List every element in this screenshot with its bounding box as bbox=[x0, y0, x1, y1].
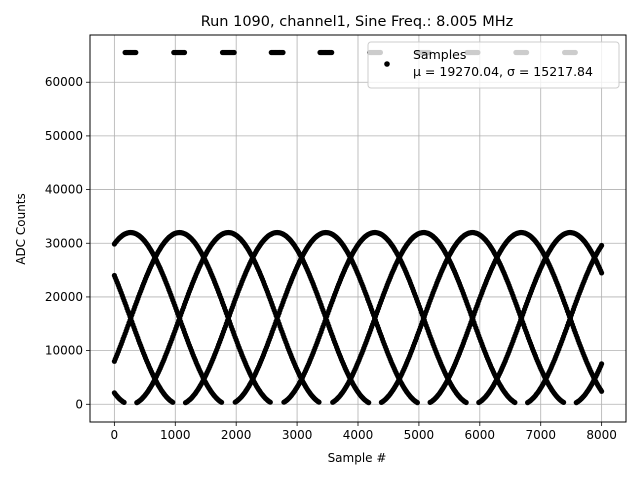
y-tick-label: 0 bbox=[75, 397, 83, 411]
grid-lines bbox=[90, 35, 626, 422]
legend-box bbox=[367, 41, 620, 89]
y-axis-label: ADC Counts bbox=[14, 193, 28, 265]
x-tick-label: 4000 bbox=[343, 428, 374, 442]
legend: Samples μ = 19270.04, σ = 15217.84 bbox=[367, 41, 620, 89]
data-point bbox=[133, 49, 139, 56]
data-point bbox=[121, 399, 127, 405]
data-point bbox=[181, 49, 188, 56]
y-tick-label: 50000 bbox=[45, 129, 83, 143]
legend-stats: μ = 19270.04, σ = 15217.84 bbox=[413, 64, 593, 79]
y-axis: 0 10000 20000 30000 40000 50000 60000 bbox=[45, 75, 90, 411]
x-tick-label: 5000 bbox=[404, 428, 435, 442]
x-axis-label: Sample # bbox=[328, 451, 387, 465]
x-tick-label: 6000 bbox=[465, 428, 496, 442]
y-tick-label: 60000 bbox=[45, 75, 83, 89]
legend-marker bbox=[384, 61, 390, 67]
data-points bbox=[111, 49, 605, 406]
data-point bbox=[329, 49, 335, 56]
x-tick-label: 2000 bbox=[221, 428, 252, 442]
y-tick-label: 40000 bbox=[45, 183, 83, 197]
x-tick-label: 3000 bbox=[282, 428, 313, 442]
data-point bbox=[267, 399, 273, 405]
data-point bbox=[599, 361, 605, 367]
data-point bbox=[512, 399, 518, 406]
data-point bbox=[231, 49, 237, 56]
data-point bbox=[280, 49, 286, 56]
y-tick-label: 20000 bbox=[45, 290, 83, 304]
x-axis: 0 1000 2000 3000 4000 5000 6000 7000 8000 bbox=[111, 422, 617, 442]
data-point bbox=[561, 399, 567, 405]
legend-label: Samples bbox=[413, 47, 466, 62]
data-point bbox=[366, 400, 372, 406]
x-tick-label: 7000 bbox=[525, 428, 556, 442]
data-point bbox=[599, 242, 605, 249]
x-tick-label: 8000 bbox=[586, 428, 617, 442]
data-point bbox=[599, 270, 605, 276]
data-point bbox=[170, 399, 176, 405]
chart-title: Run 1090, channel1, Sine Freq.: 8.005 MH… bbox=[201, 14, 514, 30]
data-point bbox=[219, 399, 225, 405]
data-point bbox=[599, 388, 605, 394]
data-point bbox=[463, 399, 469, 406]
data-point bbox=[414, 400, 420, 406]
y-tick-label: 30000 bbox=[45, 236, 83, 250]
x-tick-label: 0 bbox=[111, 428, 119, 442]
x-tick-label: 1000 bbox=[160, 428, 191, 442]
y-tick-label: 10000 bbox=[45, 344, 83, 358]
data-point bbox=[316, 399, 322, 405]
